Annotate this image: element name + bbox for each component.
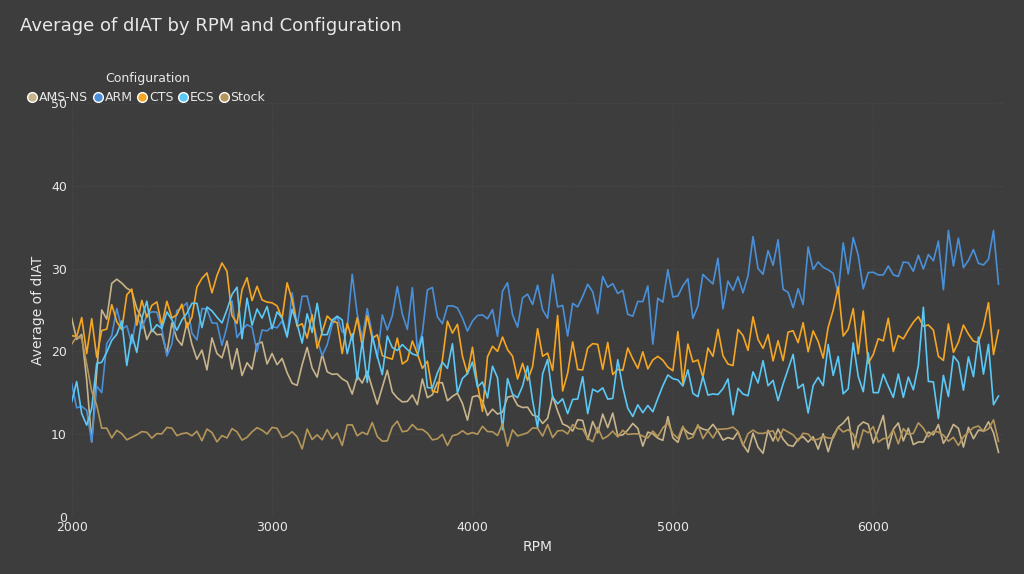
AMS-NS: [757, 450, 769, 457]
ARM: [86, 439, 98, 446]
Stock: [928, 428, 940, 435]
Legend: AMS-NS, ARM, CTS, ECS, Stock: AMS-NS, ARM, CTS, ECS, Stock: [27, 69, 267, 107]
AMS-NS: [66, 315, 78, 321]
X-axis label: RPM: RPM: [522, 540, 553, 554]
AMS-NS: [992, 449, 1005, 456]
ARM: [66, 380, 78, 387]
AMS-NS: [782, 441, 795, 448]
Stock: [66, 341, 78, 348]
Text: Average of dIAT by RPM and Configuration: Average of dIAT by RPM and Configuration: [20, 17, 402, 35]
Line: ARM: ARM: [72, 230, 998, 443]
ECS: [516, 383, 528, 390]
Stock: [611, 433, 624, 440]
ARM: [923, 251, 935, 258]
Stock: [296, 445, 308, 452]
Stock: [651, 433, 664, 440]
ECS: [651, 395, 664, 402]
Stock: [992, 438, 1005, 445]
CTS: [206, 289, 218, 296]
AMS-NS: [928, 432, 940, 439]
AMS-NS: [647, 430, 659, 437]
Line: CTS: CTS: [72, 263, 998, 412]
ECS: [928, 378, 940, 385]
ECS: [497, 426, 509, 433]
CTS: [782, 329, 795, 336]
CTS: [476, 408, 488, 415]
ECS: [992, 393, 1005, 400]
ECS: [782, 366, 795, 373]
ARM: [777, 286, 790, 293]
Line: AMS-NS: AMS-NS: [72, 279, 998, 453]
CTS: [992, 327, 1005, 333]
ARM: [942, 227, 954, 234]
Stock: [211, 439, 223, 445]
CTS: [928, 327, 940, 333]
Line: Stock: Stock: [72, 337, 998, 449]
ARM: [647, 340, 659, 347]
Stock: [71, 333, 83, 340]
ECS: [66, 398, 78, 405]
AMS-NS: [606, 410, 618, 417]
ECS: [206, 308, 218, 315]
ARM: [511, 324, 523, 331]
ARM: [211, 320, 223, 327]
Line: ECS: ECS: [72, 287, 998, 430]
CTS: [516, 360, 528, 367]
CTS: [651, 353, 664, 360]
CTS: [611, 366, 624, 373]
CTS: [66, 332, 78, 339]
CTS: [216, 259, 228, 266]
ECS: [611, 356, 624, 363]
AMS-NS: [211, 350, 223, 357]
ARM: [606, 280, 618, 287]
AMS-NS: [111, 276, 123, 282]
Stock: [516, 431, 528, 438]
Stock: [782, 429, 795, 436]
AMS-NS: [511, 402, 523, 409]
Y-axis label: Average of dIAT: Average of dIAT: [32, 255, 45, 364]
ARM: [992, 281, 1005, 288]
ECS: [230, 284, 243, 290]
